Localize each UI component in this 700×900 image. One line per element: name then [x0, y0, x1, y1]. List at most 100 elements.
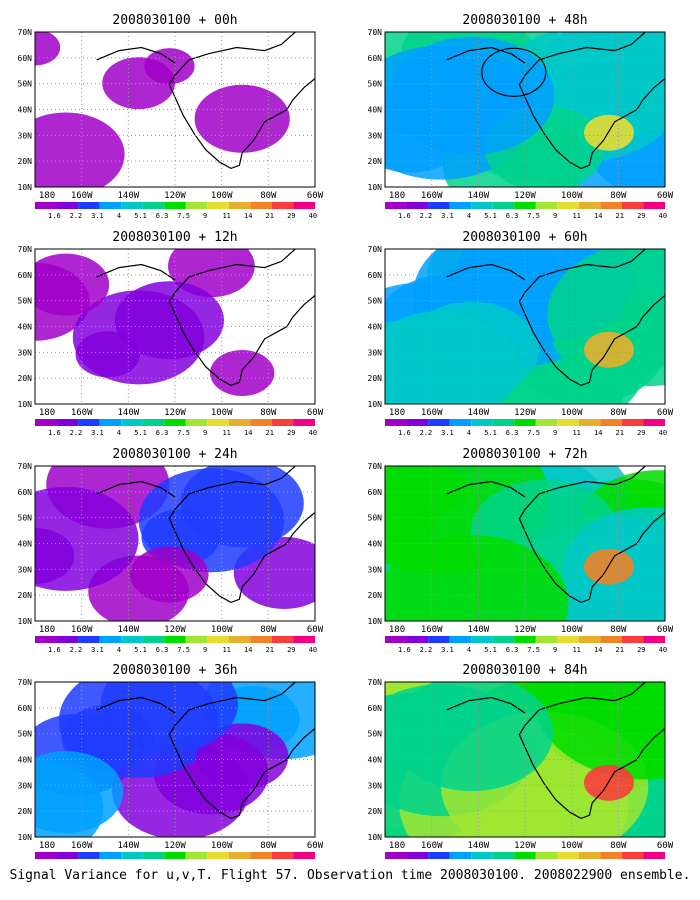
- colorbar-label: 11: [572, 212, 580, 220]
- ensemble-variance-figure: 2008030100 + 00h 70N 60N 50N 40N 30N 20N 10N 180…: [18, 13, 674, 859]
- colorbar-swatch: [406, 636, 429, 643]
- lat-tick-label: 30N: [368, 781, 383, 790]
- lat-tick-label: 30N: [18, 565, 33, 574]
- colorbar-swatch: [535, 852, 558, 859]
- colorbar-swatch: [56, 852, 79, 859]
- lon-tick-label: 60W: [307, 191, 324, 201]
- colorbar-swatch: [142, 852, 165, 859]
- colorbar-label: 21: [266, 429, 274, 437]
- coastline-alaska: [96, 263, 176, 281]
- variance-region: [100, 682, 238, 753]
- lon-tick-label: 160W: [71, 408, 93, 418]
- colorbar-swatch: [385, 636, 407, 643]
- colorbar-swatch: [142, 419, 165, 426]
- colorbar-swatch: [428, 419, 450, 426]
- colorbar-swatch: [164, 852, 186, 859]
- lat-tick-label: 40N: [18, 756, 33, 765]
- lat-tick-label: 30N: [18, 781, 33, 790]
- coastline: [168, 248, 316, 387]
- lon-tick-label: 60W: [657, 191, 674, 201]
- lat-tick-label: 10N: [368, 833, 383, 842]
- lat-tick-label: 10N: [368, 400, 383, 409]
- variance-field: [385, 249, 665, 404]
- lat-tick-label: 70N: [18, 678, 33, 687]
- colorbar-swatch: [164, 202, 186, 209]
- lat-tick-label: 10N: [18, 617, 33, 626]
- target-circle: [481, 47, 547, 97]
- lat-tick-label: 60N: [18, 54, 33, 63]
- coastline: [168, 681, 316, 820]
- map-panel: 2008030100 + 36h 70N 60N 50N 40N 30N 20N 10N 180…: [18, 663, 324, 859]
- variance-region: [389, 36, 555, 155]
- colorbar-label: 29: [287, 646, 295, 654]
- colorbar-swatch: [385, 419, 407, 426]
- lon-tick-label: 140W: [117, 625, 139, 635]
- coastline-alaska: [96, 46, 176, 64]
- colorbar-swatch: [99, 636, 122, 643]
- colorbar-label: 6.3: [506, 212, 519, 220]
- colorbar-swatch: [142, 202, 165, 209]
- colorbar-label: 40: [659, 429, 667, 437]
- lat-tick-label: 70N: [18, 28, 33, 37]
- colorbar-swatch: [535, 636, 558, 643]
- figure-caption: Signal Variance for u,v,T. Flight 57. Ob…: [9, 868, 691, 883]
- colorbar-swatch: [600, 419, 622, 426]
- panel-frame: [384, 248, 666, 405]
- lat-tick-label: 40N: [368, 323, 383, 332]
- lon-tick-label: 80W: [260, 625, 277, 635]
- coastline-alaska: [446, 696, 526, 714]
- variance-maximum: [584, 548, 634, 585]
- colorbar-swatch: [35, 419, 57, 426]
- colorbar-swatch: [449, 202, 472, 209]
- colorbar-swatch: [428, 636, 450, 643]
- colorbar-swatch: [164, 636, 186, 643]
- lat-tick-label: 30N: [368, 348, 383, 357]
- lon-tick-label: 160W: [71, 841, 93, 851]
- colorbar-swatch: [449, 636, 472, 643]
- lat-tick-label: 60N: [368, 704, 383, 713]
- colorbar-label: 2.2: [70, 429, 83, 437]
- coastline: [518, 681, 666, 820]
- colorbar-label: 3.1: [91, 646, 104, 654]
- lat-tick-label: 60N: [368, 54, 383, 63]
- colorbar-swatch: [471, 636, 493, 643]
- lat-tick-label: 40N: [18, 323, 33, 332]
- colorbar-swatch: [293, 202, 315, 209]
- colorbar-label: 4: [467, 429, 471, 437]
- colorbar-swatch: [250, 419, 272, 426]
- colorbar-swatch: [514, 636, 536, 643]
- colorbar-label: 3.1: [91, 212, 104, 220]
- lat-tick-label: 40N: [18, 106, 33, 115]
- panel-frame: [34, 248, 316, 405]
- variance-region: [35, 486, 139, 591]
- colorbar-label: 7.5: [177, 212, 190, 220]
- colorbar-label: 2.2: [70, 646, 83, 654]
- panel-frame: [34, 31, 316, 188]
- colorbar-swatch: [557, 419, 579, 426]
- lat-tick-label: 60N: [18, 271, 33, 280]
- colorbar-swatch: [271, 636, 294, 643]
- variance-region: [194, 84, 290, 153]
- panel-frame: [34, 681, 316, 838]
- colorbar-swatch: [621, 636, 644, 643]
- coastline-alaska: [446, 46, 526, 64]
- lat-tick-label: 10N: [368, 183, 383, 192]
- colorbar-swatch: [185, 852, 208, 859]
- panel-frame: [384, 31, 666, 188]
- colorbar-label: 29: [637, 429, 645, 437]
- lat-tick-label: 70N: [368, 28, 383, 37]
- colorbar-swatch: [643, 419, 665, 426]
- lon-tick-label: 180: [39, 841, 55, 851]
- colorbar-label: 4: [467, 646, 471, 654]
- colorbar-swatch: [250, 852, 272, 859]
- lat-tick-label: 50N: [18, 297, 33, 306]
- lon-tick-label: 160W: [71, 191, 93, 201]
- colorbar-label: 40: [659, 646, 667, 654]
- lon-tick-label: 120W: [164, 408, 186, 418]
- colorbar-swatch: [78, 419, 100, 426]
- lon-tick-label: 180: [389, 408, 405, 418]
- lat-tick-label: 30N: [368, 131, 383, 140]
- lon-tick-label: 100W: [561, 408, 583, 418]
- colorbar-label: 29: [637, 212, 645, 220]
- colorbar-label: 5.1: [134, 429, 147, 437]
